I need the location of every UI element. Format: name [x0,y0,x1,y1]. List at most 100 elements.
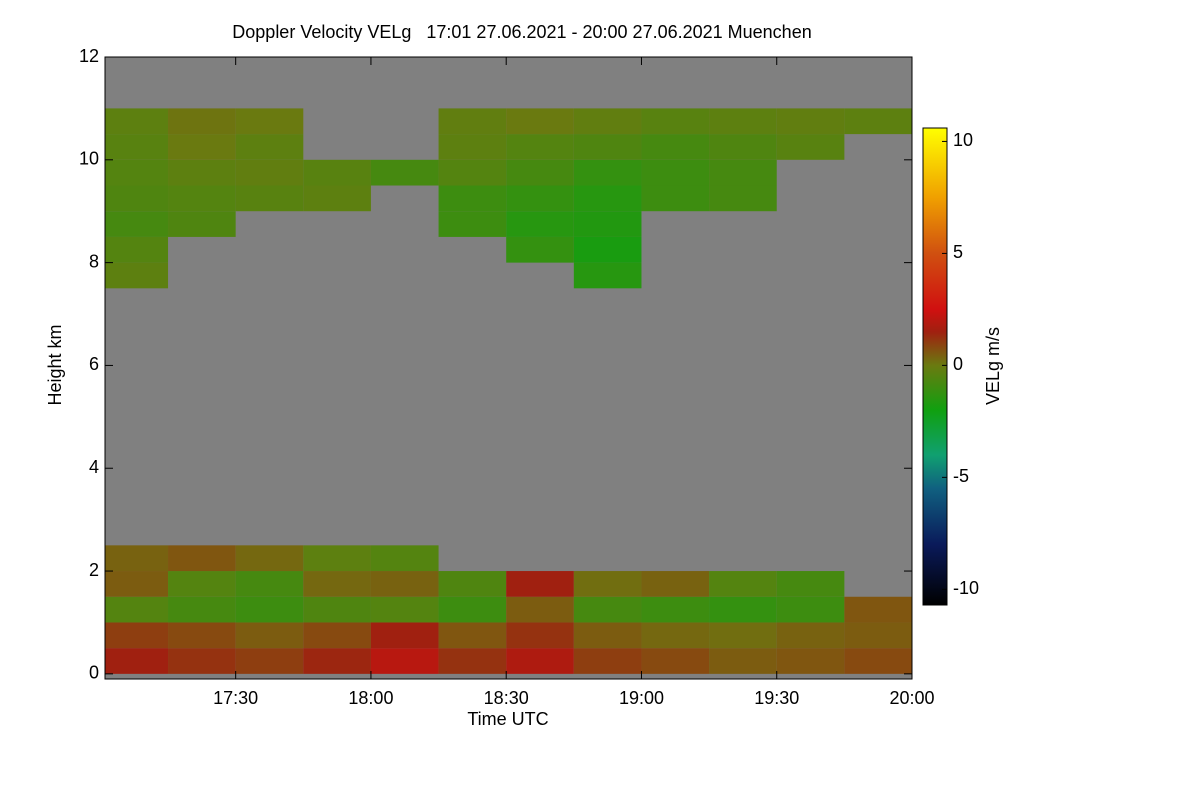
heatmap-cell [573,596,642,623]
heatmap-cell [438,596,507,623]
heatmap-cell [168,648,236,674]
heatmap-cell [506,134,574,160]
heatmap-cell [709,648,777,674]
heatmap-cell [303,596,371,623]
heatmap-cell [844,108,912,135]
heatmap-cell [438,159,507,186]
heatmap-cell [235,622,304,649]
x-tick-label: 19:30 [754,688,799,708]
heatmap-cell [776,648,845,674]
heatmap-cell [105,236,169,263]
heatmap-cell [105,545,169,572]
heatmap-cell [709,571,777,597]
chart-title: Doppler Velocity VELg 17:01 27.06.2021 -… [232,22,811,42]
x-tick-label: 18:00 [348,688,393,708]
heatmap-cell [105,159,169,186]
heatmap-cell [370,159,439,186]
heatmap-cell [235,108,304,135]
heatmap-cell [303,648,371,674]
heatmap-cell [105,571,169,597]
x-axis-label: Time UTC [467,709,548,729]
heatmap-cell [303,545,371,572]
heatmap-cell [506,159,574,186]
heatmap-cell [303,622,371,649]
colorbar-tick-label: 10 [953,130,973,150]
x-tick-label: 19:00 [619,688,664,708]
y-tick-label: 10 [79,149,99,169]
heatmap-cell [438,185,507,212]
heatmap-cell [573,571,642,597]
heatmap-cell [709,185,777,212]
heatmap-cell [438,648,507,674]
heatmap-cell [506,236,574,263]
heatmap-cell [235,159,304,186]
heatmap-cell [168,159,236,186]
heatmap-cell [438,571,507,597]
heatmap-cell [438,134,507,160]
heatmap-cell [709,134,777,160]
heatmap-cell [506,211,574,237]
heatmap-cell [709,622,777,649]
heatmap-cell [370,596,439,623]
x-tick-label: 20:00 [889,688,934,708]
colorbar-tick-label: -5 [953,466,969,486]
heatmap-cell [573,211,642,237]
heatmap-cell [105,262,169,289]
heatmap-cell [168,596,236,623]
heatmap-cell [844,596,912,623]
heatmap-cell [776,622,845,649]
heatmap-cell [709,108,777,135]
heatmap-cell [573,622,642,649]
heatmap-cell [573,134,642,160]
colorbar-tick-label: 0 [953,354,963,374]
heatmap-cell [105,211,169,237]
heatmap-cell [168,185,236,212]
y-tick-label: 6 [89,354,99,374]
heatmap-cell [235,134,304,160]
heatmap-cell [641,159,710,186]
heatmap-cell [105,596,169,623]
heatmap-cell [641,134,710,160]
heatmap-cell [573,108,642,135]
heatmap-cell [438,211,507,237]
heatmap-cell [105,648,169,674]
heatmap-cell [506,622,574,649]
heatmap-cell [641,596,710,623]
x-tick-label: 18:30 [484,688,529,708]
heatmap-cell [105,134,169,160]
heatmap-cell [370,648,439,674]
y-tick-label: 2 [89,560,99,580]
heatmap-cell [168,211,236,237]
heatmap-cell [641,622,710,649]
colorbar-label: VELg m/s [983,327,1003,405]
y-tick-label: 4 [89,457,99,477]
heatmap-cell [844,648,912,674]
heatmap-cell [844,622,912,649]
heatmap-cell [235,185,304,212]
heatmap-cell [370,545,439,572]
heatmap-cell [168,134,236,160]
heatmap-cell [105,185,169,212]
x-tick-label: 17:30 [213,688,258,708]
colorbar [922,127,948,606]
heatmap-cell [105,622,169,649]
heatmap-cell [168,545,236,572]
heatmap-cell [168,108,236,135]
heatmap-cell [573,236,642,263]
heatmap-cell [168,622,236,649]
heatmap-cell [776,108,845,135]
heatmap-cell [438,622,507,649]
heatmap-cell [235,596,304,623]
plot-frame [104,56,913,680]
heatmap-cell [506,108,574,135]
heatmap-cell [303,571,371,597]
heatmap-cell [573,648,642,674]
heatmap-cell [573,262,642,289]
heatmap-cell [506,185,574,212]
heatmap-cell [641,648,710,674]
heatmap-cell [776,571,845,597]
heatmap-cell [776,134,845,160]
heatmap-cell [370,622,439,649]
heatmap-cell [105,108,169,135]
